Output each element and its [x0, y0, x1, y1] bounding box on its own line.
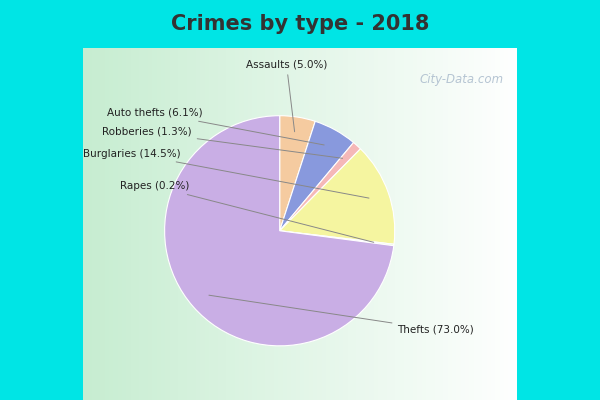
Wedge shape	[164, 116, 394, 346]
Text: Crimes by type - 2018: Crimes by type - 2018	[171, 14, 429, 34]
Wedge shape	[280, 121, 353, 231]
Text: Assaults (5.0%): Assaults (5.0%)	[246, 59, 327, 132]
Text: Auto thefts (6.1%): Auto thefts (6.1%)	[107, 108, 324, 145]
Text: Thefts (73.0%): Thefts (73.0%)	[209, 295, 474, 334]
Text: Rapes (0.2%): Rapes (0.2%)	[119, 181, 374, 242]
Wedge shape	[280, 149, 395, 244]
Wedge shape	[280, 142, 361, 231]
Text: City-Data.com: City-Data.com	[419, 73, 503, 86]
Text: Burglaries (14.5%): Burglaries (14.5%)	[83, 149, 369, 198]
Wedge shape	[280, 116, 315, 231]
Wedge shape	[280, 231, 394, 246]
Text: Robberies (1.3%): Robberies (1.3%)	[102, 127, 343, 158]
